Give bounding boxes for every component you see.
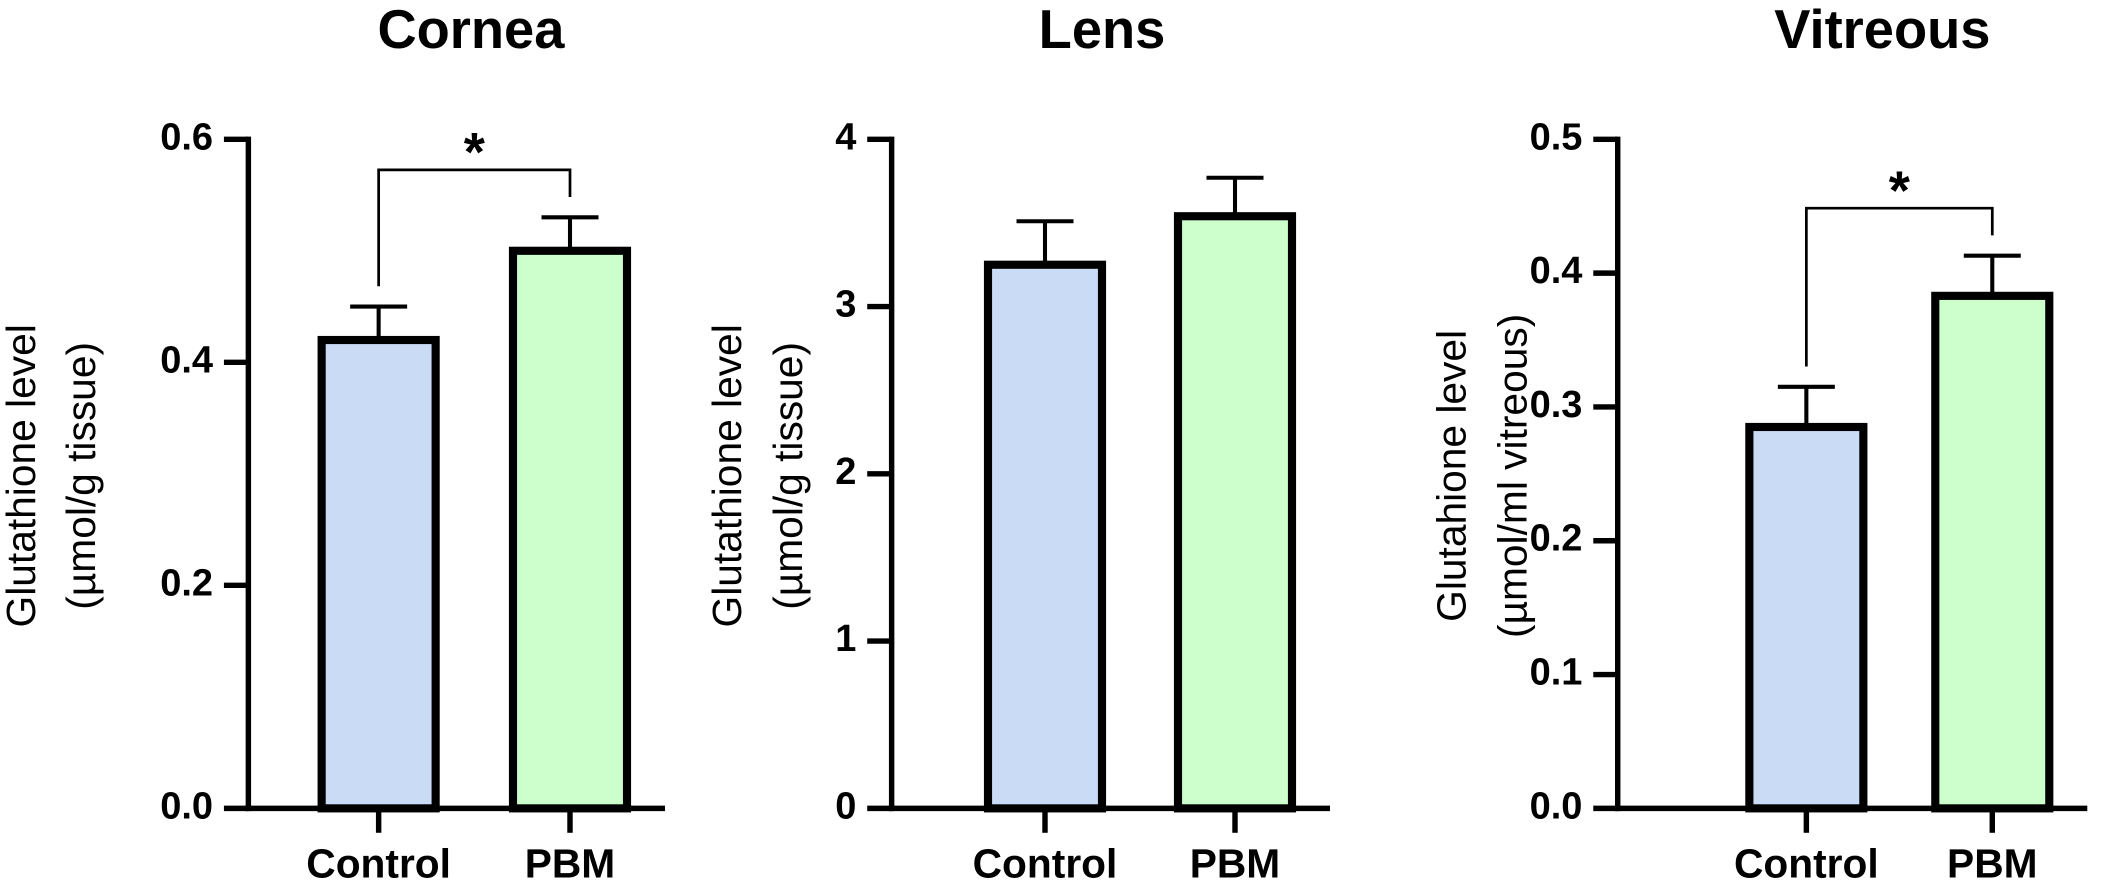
x-tick-label: Control (973, 840, 1118, 886)
y-axis-label: Glutahione level (1429, 330, 1475, 622)
y-tick-label: 4 (835, 116, 856, 158)
y-tick-label: 0.3 (1530, 384, 1583, 426)
significance-label: * (1889, 160, 1911, 221)
y-tick-label: 0.0 (1530, 785, 1583, 827)
y-tick-label: 3 (835, 284, 856, 326)
y-tick-label: 0.2 (1530, 518, 1583, 560)
y-tick-label: 0.5 (1530, 116, 1583, 158)
bar (1745, 422, 1868, 813)
y-tick-label: 0.6 (160, 116, 213, 158)
significance-bracket (1805, 206, 1994, 367)
y-axis-label: (µmol/ml vitreous) (1490, 314, 1536, 638)
chart-title: Lens (1039, 0, 1166, 60)
y-axis-label: (µmol/g tissue) (58, 342, 104, 610)
y-tick-label: 0.4 (160, 339, 213, 381)
bar (1173, 212, 1297, 813)
chart-title: Vitreous (1774, 0, 1990, 60)
y-tick-label: 0.1 (1530, 652, 1583, 694)
y-axis-label: Glutathione level (704, 324, 750, 627)
x-tick-label: PBM (1947, 840, 2037, 886)
y-tick-label: 0.4 (1530, 250, 1583, 292)
y-tick-label: 0.0 (160, 785, 213, 827)
x-tick-label: PBM (1190, 840, 1280, 886)
bar (508, 246, 632, 813)
x-tick-label: Control (1734, 840, 1879, 886)
bar (317, 335, 440, 813)
significance-bracket (377, 168, 572, 287)
y-tick-label: 2 (835, 451, 856, 493)
bar (1931, 291, 2054, 813)
x-tick-label: PBM (525, 840, 615, 886)
chart-title: Cornea (377, 0, 565, 60)
y-tick-label: 0.2 (160, 562, 213, 604)
x-tick-label: Control (306, 840, 451, 886)
significance-label: * (464, 122, 486, 183)
y-axis-label: (µmol/g tissue) (765, 342, 811, 610)
y-tick-label: 1 (835, 618, 856, 660)
bar (983, 260, 1107, 813)
y-tick-label: 0 (835, 785, 856, 827)
y-axis-label: Glutathione level (0, 324, 44, 627)
